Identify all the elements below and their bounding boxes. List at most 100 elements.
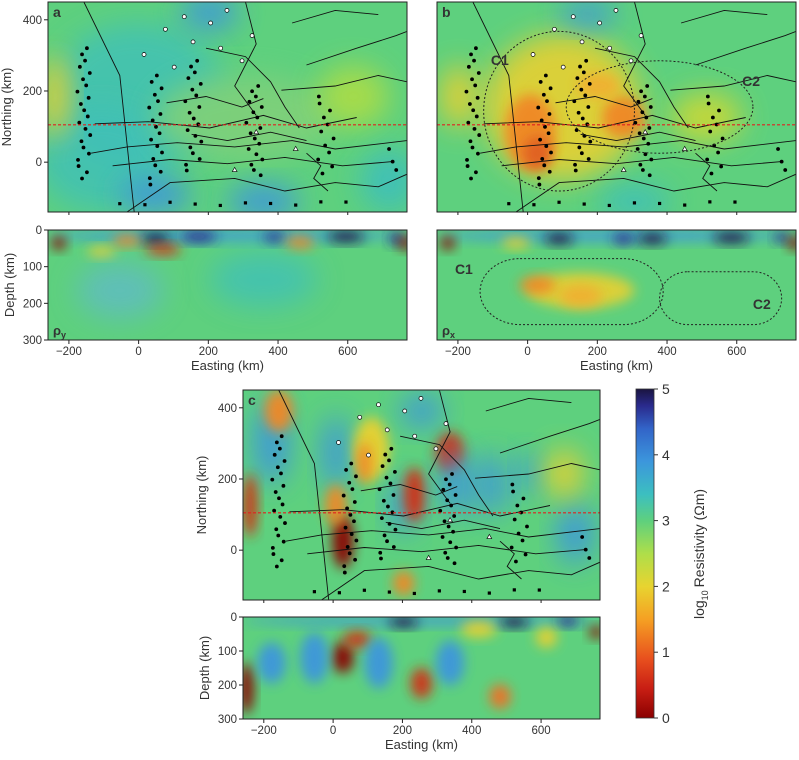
site-marker — [156, 99, 160, 104]
site-marker — [583, 547, 588, 552]
site-marker-triangle — [253, 128, 260, 135]
site-marker-square — [168, 200, 172, 204]
site-marker — [549, 150, 553, 155]
site-marker — [468, 139, 473, 144]
site-marker — [183, 99, 188, 104]
site-marker — [454, 545, 459, 550]
site-marker — [197, 157, 202, 161]
site-marker — [198, 82, 203, 86]
geology-line — [307, 544, 586, 555]
panel-a-map-plot-area — [48, 2, 407, 212]
site-marker-square — [312, 590, 316, 594]
site-marker — [452, 561, 457, 566]
panel-b-map-plot-area — [437, 2, 796, 212]
site-marker — [270, 477, 275, 482]
y-tick-label: 200 — [23, 298, 42, 310]
site-marker — [512, 517, 517, 522]
site-marker — [580, 535, 585, 539]
site-marker-open — [163, 26, 168, 32]
site-marker — [187, 110, 192, 115]
site-marker — [76, 164, 81, 168]
site-marker — [586, 105, 591, 109]
site-marker — [471, 108, 476, 113]
site-marker — [443, 550, 448, 555]
site-marker — [544, 144, 549, 148]
site-marker — [449, 503, 454, 508]
panel-a-section: 0 100 200 300 −200 0 200 400 600 Easting (km) Dept… — [2, 225, 408, 373]
site-marker-square — [557, 200, 561, 204]
site-marker — [389, 446, 394, 451]
panel-c-map-anomaly — [332, 513, 354, 569]
geology-line — [515, 173, 796, 212]
panel-letter: b — [442, 4, 451, 20]
panel-b-map-sites — [464, 8, 788, 208]
geology-line — [485, 397, 572, 412]
site-marker — [319, 129, 324, 134]
site-marker-square — [243, 201, 248, 205]
geology-line — [191, 131, 307, 142]
c1-outline — [483, 30, 635, 192]
site-marker — [195, 58, 200, 63]
panel-c-map-anomaly — [325, 484, 347, 527]
x-tick-label: 600 — [338, 346, 357, 358]
site-marker-open — [628, 58, 634, 64]
colorbar-ticks: 0 1 2 3 4 5 — [654, 381, 670, 726]
site-marker — [474, 46, 478, 51]
site-marker — [709, 171, 714, 176]
geology-line — [278, 390, 330, 600]
panel-c-sec-anomaly — [300, 632, 329, 684]
y-tick-label: 100 — [23, 262, 42, 274]
site-marker — [515, 503, 520, 508]
site-marker — [643, 152, 648, 157]
site-marker — [149, 137, 154, 142]
site-marker — [80, 52, 84, 57]
site-marker — [646, 141, 651, 146]
site-marker — [469, 176, 473, 181]
site-marker — [636, 99, 641, 104]
geology-line — [321, 561, 600, 600]
site-marker — [325, 122, 330, 127]
panel-a-map-anomaly — [180, 2, 239, 30]
panel-c-section: 0 100 200 300 −200 0 200 400 600 Easting (km) Dept… — [197, 612, 601, 752]
x-tick-label: 0 — [330, 725, 336, 737]
panel-a-sec-anomaly — [284, 236, 314, 250]
panel-c-map-anomaly — [403, 467, 426, 523]
geology-line — [83, 2, 135, 212]
site-marker-open — [218, 45, 224, 51]
panel-c-sec-anomaly — [557, 617, 579, 627]
x-axis-label: Easting (km) — [580, 358, 653, 373]
site-marker — [186, 76, 191, 81]
site-marker — [445, 498, 450, 503]
panel-c-map-anomaly — [478, 453, 508, 516]
site-marker-square — [733, 200, 737, 204]
panel-c-sec-anomaly — [364, 637, 393, 689]
site-marker — [258, 126, 263, 130]
site-marker — [442, 519, 447, 524]
panel-a-map-sites — [75, 8, 399, 208]
site-marker — [584, 58, 589, 63]
panel-c-sec-anomaly — [535, 627, 558, 648]
site-marker — [645, 84, 650, 88]
site-marker-open — [208, 20, 213, 26]
site-marker — [510, 482, 515, 487]
geology-line — [306, 152, 329, 192]
panel-b-sec-anomaly — [440, 236, 455, 250]
site-marker — [281, 539, 286, 544]
site-marker-triangle — [425, 554, 432, 560]
site-marker — [720, 136, 725, 141]
site-marker — [274, 527, 279, 532]
site-marker — [465, 164, 470, 168]
site-marker-square — [268, 201, 273, 206]
panel-frame — [47, 1, 408, 213]
site-marker — [639, 89, 643, 94]
site-marker — [587, 82, 592, 86]
site-marker — [347, 551, 352, 556]
colorbar-tick-label: 1 — [662, 644, 670, 660]
site-marker-triangle — [620, 166, 627, 172]
site-marker — [719, 164, 724, 169]
site-marker-square — [607, 203, 611, 208]
site-marker — [320, 171, 325, 176]
x-axis-label: Easting (km) — [385, 737, 458, 752]
site-marker — [76, 157, 80, 162]
site-marker — [391, 545, 396, 549]
